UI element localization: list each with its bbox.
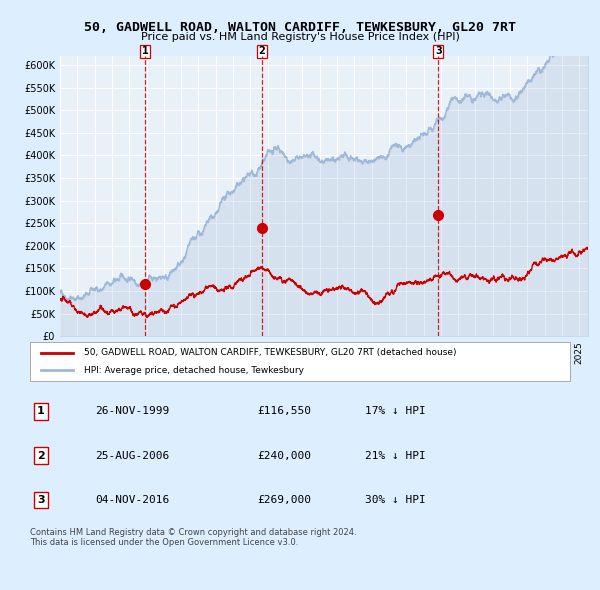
Text: 30% ↓ HPI: 30% ↓ HPI (365, 495, 425, 505)
Text: 17% ↓ HPI: 17% ↓ HPI (365, 407, 425, 417)
Text: 1: 1 (37, 407, 44, 417)
Text: Contains HM Land Registry data © Crown copyright and database right 2024.
This d: Contains HM Land Registry data © Crown c… (30, 528, 356, 548)
Text: £116,550: £116,550 (257, 407, 311, 417)
Text: 1: 1 (142, 46, 148, 56)
Text: 2: 2 (259, 46, 265, 56)
Text: 04-NOV-2016: 04-NOV-2016 (95, 495, 169, 505)
Text: 50, GADWELL ROAD, WALTON CARDIFF, TEWKESBURY, GL20 7RT (detached house): 50, GADWELL ROAD, WALTON CARDIFF, TEWKES… (84, 348, 457, 357)
Text: HPI: Average price, detached house, Tewkesbury: HPI: Average price, detached house, Tewk… (84, 366, 304, 375)
Text: 3: 3 (37, 495, 44, 505)
Text: 26-NOV-1999: 26-NOV-1999 (95, 407, 169, 417)
Text: £240,000: £240,000 (257, 451, 311, 461)
Text: 3: 3 (435, 46, 442, 56)
Text: 25-AUG-2006: 25-AUG-2006 (95, 451, 169, 461)
Text: 2: 2 (37, 451, 44, 461)
Text: 21% ↓ HPI: 21% ↓ HPI (365, 451, 425, 461)
Text: Price paid vs. HM Land Registry's House Price Index (HPI): Price paid vs. HM Land Registry's House … (140, 32, 460, 42)
Text: 50, GADWELL ROAD, WALTON CARDIFF, TEWKESBURY, GL20 7RT: 50, GADWELL ROAD, WALTON CARDIFF, TEWKES… (84, 21, 516, 34)
Text: £269,000: £269,000 (257, 495, 311, 505)
